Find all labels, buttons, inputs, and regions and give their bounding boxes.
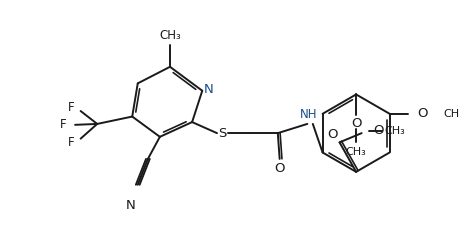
Text: O: O — [326, 128, 337, 141]
Text: O: O — [350, 117, 361, 130]
Text: O: O — [372, 124, 383, 137]
Text: N: N — [125, 199, 135, 212]
Text: O: O — [417, 107, 427, 120]
Text: F: F — [68, 101, 74, 114]
Text: F: F — [68, 136, 74, 149]
Text: F: F — [60, 118, 66, 131]
Text: CH₃: CH₃ — [345, 147, 366, 156]
Text: S: S — [218, 127, 226, 140]
Text: NH: NH — [299, 108, 316, 121]
Text: N: N — [203, 83, 213, 96]
Text: CH₃: CH₃ — [159, 29, 180, 42]
Text: CH₃: CH₃ — [443, 109, 459, 119]
Text: CH₃: CH₃ — [384, 126, 404, 136]
Text: O: O — [274, 162, 284, 175]
